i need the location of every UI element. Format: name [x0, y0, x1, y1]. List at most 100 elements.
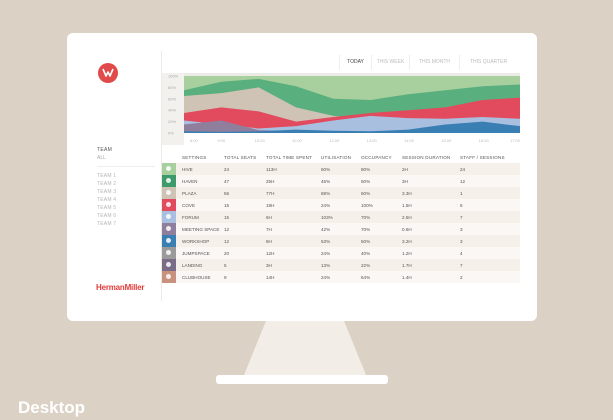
cell-seats: 12	[224, 226, 230, 232]
area-series-6	[184, 121, 520, 133]
jumpspace-icon	[162, 247, 176, 259]
row-icon-cell	[162, 199, 176, 211]
settings-table: SETTINGS TOTAL SEATS TOTAL TIME SPENT UT…	[162, 151, 520, 283]
cell-occ: 70%	[361, 226, 371, 232]
cell-name: LANDING	[182, 262, 203, 268]
tab-this-week[interactable]: THIS WEEK	[371, 55, 409, 70]
table-row[interactable]: FORUM 15 6H 103% 70% 2.5H 7	[162, 211, 520, 223]
cell-util: 24%	[321, 250, 331, 256]
cell-name: JUMPSPACE	[182, 250, 210, 256]
cell-util: 60%	[321, 166, 331, 172]
cell-util: 13%	[321, 262, 331, 268]
row-icon-cell	[162, 163, 176, 175]
dashboard-screen: TEAM ALL TEAM 1 TEAM 2 TEAM 3 TEAM 4 TEA…	[84, 51, 520, 301]
table-row[interactable]: LANDING 5 3H 13% 22% 1.7H 7	[162, 259, 520, 271]
cell-util: 42%	[321, 226, 331, 232]
cell-time: 12H	[266, 250, 275, 256]
cell-dur: 1.5H	[402, 202, 412, 208]
cell-time: 6H	[266, 214, 272, 220]
cell-staff: 2	[460, 274, 463, 280]
cell-dur: 3H	[402, 178, 408, 184]
cell-staff: 4	[460, 250, 463, 256]
cell-time: 77H	[266, 190, 275, 196]
team-item[interactable]: TEAM 5	[97, 205, 117, 211]
cell-name: MEETING SPACE	[182, 226, 220, 232]
table-row[interactable]: COVE 15 19H 24% 100% 1.5H 6	[162, 199, 520, 211]
header-settings[interactable]: SETTINGS	[182, 154, 207, 160]
team-item[interactable]: TEAM 2	[97, 181, 117, 187]
team-all-filter[interactable]: ALL	[97, 155, 106, 161]
row-icon-cell	[162, 211, 176, 223]
cell-util: 53%	[321, 238, 331, 244]
table-row[interactable]: PLAZA 56 77H 88% 60% 3.3H 1	[162, 187, 520, 199]
table-row[interactable]: HIVE 24 113H 60% 80% 2H 24	[162, 163, 520, 175]
cell-staff: 7	[460, 214, 463, 220]
cell-util: 45%	[321, 178, 331, 184]
cell-util: 88%	[321, 190, 331, 196]
monitor-stand	[244, 321, 366, 375]
clubhouse-icon	[162, 271, 176, 283]
header-total-seats[interactable]: TOTAL SEATS	[224, 154, 257, 160]
table-row[interactable]: HAVEN 47 25H 45% 50% 3H 12	[162, 175, 520, 187]
header-session-duration[interactable]: SESSION DURATION	[402, 154, 451, 160]
x-tick-label: 10:00	[255, 138, 266, 143]
tab-today[interactable]: TODAY	[339, 55, 371, 70]
row-icon-cell	[162, 175, 176, 187]
workshop-icon	[162, 235, 176, 247]
cell-time: 25H	[266, 178, 275, 184]
team-item[interactable]: TEAM 7	[97, 221, 117, 227]
forum-icon	[162, 211, 176, 223]
y-tick-label: 100%	[168, 74, 179, 79]
cell-dur: 3.2H	[402, 238, 412, 244]
team-item[interactable]: TEAM 6	[97, 213, 117, 219]
cell-staff: 7	[460, 262, 463, 268]
team-item[interactable]: TEAM 4	[97, 197, 117, 203]
team-item[interactable]: TEAM 1	[97, 173, 117, 179]
cell-staff: 3	[460, 238, 463, 244]
tab-this-quarter[interactable]: THIS QUARTER	[459, 55, 517, 70]
x-axis-band	[184, 133, 520, 145]
table-header: SETTINGS TOTAL SEATS TOTAL TIME SPENT UT…	[162, 151, 520, 163]
y-tick-label: 60%	[168, 96, 176, 101]
x-tick-label: 14:00	[404, 138, 415, 143]
cell-staff: 12	[460, 178, 466, 184]
cell-name: HAVEN	[182, 178, 198, 184]
cell-dur: 1.2H	[402, 250, 412, 256]
cell-occ: 64%	[361, 274, 371, 280]
cell-dur: 2H	[402, 166, 408, 172]
row-icon-cell	[162, 223, 176, 235]
cell-seats: 47	[224, 178, 230, 184]
cell-name: WORKSHOP	[182, 238, 210, 244]
table-row[interactable]: MEETING SPACE 12 7H 42% 70% 0.6H 3	[162, 223, 520, 235]
cell-occ: 100%	[361, 202, 373, 208]
table-row[interactable]: CLUBHOUSE 9 14H 24% 64% 1.4H 2	[162, 271, 520, 283]
table-row[interactable]: JUMPSPACE 20 12H 24% 40% 1.2H 4	[162, 247, 520, 259]
team-title: TEAM	[97, 147, 113, 153]
cell-time: 14H	[266, 274, 275, 280]
header-total-time[interactable]: TOTAL TIME SPENT	[266, 154, 313, 160]
cell-seats: 9	[224, 274, 227, 280]
header-staff-sessions[interactable]: STAFF / SESSIONS	[460, 154, 505, 160]
cell-name: HIVE	[182, 166, 193, 172]
x-tick-label: 15:00	[441, 138, 452, 143]
time-range-tabs: TODAY THIS WEEK THIS MONTH THIS QUARTER	[339, 55, 517, 70]
cell-dur: 0.6H	[402, 226, 412, 232]
cell-occ: 50%	[361, 178, 371, 184]
cell-dur: 1.7H	[402, 262, 412, 268]
cell-seats: 5	[224, 262, 227, 268]
row-icon-cell	[162, 247, 176, 259]
y-tick-label: 80%	[168, 85, 176, 90]
y-tick-label: 0%	[168, 131, 174, 136]
cell-time: 113H	[266, 166, 277, 172]
cell-staff: 1	[460, 190, 463, 196]
x-tick-label: 17:00	[510, 138, 520, 143]
herman-miller-logo-icon	[98, 63, 118, 83]
cell-staff: 24	[460, 166, 466, 172]
team-item[interactable]: TEAM 3	[97, 189, 117, 195]
cell-occ: 50%	[361, 238, 371, 244]
tab-this-month[interactable]: THIS MONTH	[409, 55, 459, 70]
header-occupancy[interactable]: OCCUPANCY	[361, 154, 392, 160]
header-utilisation[interactable]: UTILISATION	[321, 154, 352, 160]
cell-dur: 2.5H	[402, 214, 412, 220]
table-row[interactable]: WORKSHOP 12 8H 53% 50% 3.2H 3	[162, 235, 520, 247]
